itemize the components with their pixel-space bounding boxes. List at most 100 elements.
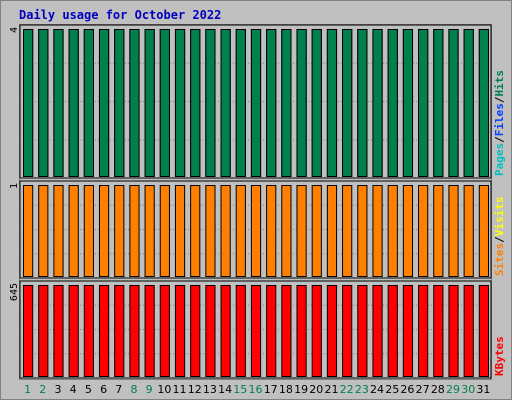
top-bar-hits-day-26	[402, 29, 414, 177]
middle-bar-sites-day-14	[220, 185, 231, 277]
top-bar-hits-day-12	[190, 29, 201, 177]
bottom-bar-kbytes-day-30	[463, 285, 474, 377]
middle-bar-sites-day-5	[83, 185, 94, 277]
x-tick-label-day-23: 23	[355, 383, 369, 396]
bottom-bar-kbytes-day-13	[205, 285, 216, 377]
middle-bar-sites-day-31	[478, 185, 490, 277]
x-tick-label-day-25: 25	[385, 383, 399, 396]
bottom-bar-kbytes-day-16	[250, 285, 262, 377]
x-tick-label-day-30: 30	[461, 383, 475, 396]
top-bar-hits-day-10	[159, 29, 170, 177]
top-bar-hits-day-21	[326, 29, 338, 177]
middle-bar-sites-day-10	[159, 185, 170, 277]
bottom-bar-kbytes-day-9	[144, 285, 155, 377]
top-bar-hits-day-31	[478, 29, 490, 177]
bottom-bar-kbytes-day-29	[448, 285, 459, 377]
chart-title: Daily usage for October 2022	[19, 8, 222, 22]
x-tick-label-day-4: 4	[70, 383, 77, 396]
x-tick-label-day-13: 13	[203, 383, 217, 396]
top-bar-hits-day-1	[23, 29, 34, 177]
middle-bar-sites-day-7	[114, 185, 125, 277]
x-tick-label-day-6: 6	[100, 383, 107, 396]
bottom-bar-kbytes-day-26	[402, 285, 414, 377]
x-tick-label-day-3: 3	[54, 383, 61, 396]
bottom-bar-kbytes-day-23	[357, 285, 368, 377]
bottom-bar-kbytes-day-28	[433, 285, 444, 377]
top-bar-hits-day-29	[448, 29, 459, 177]
x-tick-label-day-17: 17	[264, 383, 278, 396]
bottom-bar-kbytes-day-10	[159, 285, 170, 377]
ymax-label-top: 4	[9, 27, 20, 33]
middle-bar-sites-day-30	[463, 185, 474, 277]
x-tick-label-day-18: 18	[279, 383, 293, 396]
x-tick-label-day-14: 14	[218, 383, 232, 396]
middle-bar-sites-day-21	[326, 185, 338, 277]
x-tick-label-day-27: 27	[416, 383, 430, 396]
top-bar-hits-day-9	[144, 29, 155, 177]
x-tick-label-day-24: 24	[370, 383, 384, 396]
bottom-bar-kbytes-day-3	[53, 285, 64, 377]
bottom-bar-kbytes-day-20	[311, 285, 322, 377]
legend-item-separator: /	[493, 236, 506, 243]
top-bar-hits-day-17	[266, 29, 277, 177]
bottom-bar-kbytes-day-27	[418, 285, 429, 377]
x-tick-label-day-2: 2	[39, 383, 46, 396]
top-bar-hits-day-28	[433, 29, 444, 177]
legend-item-separator: /	[493, 96, 506, 103]
x-tick-label-day-7: 7	[115, 383, 122, 396]
ymax-label-bottom: 645	[9, 283, 20, 301]
x-tick-label-day-9: 9	[146, 383, 153, 396]
x-tick-label-day-10: 10	[157, 383, 171, 396]
top-bar-hits-day-30	[463, 29, 474, 177]
x-tick-label-day-16: 16	[249, 383, 263, 396]
bottom-bar-kbytes-day-21	[326, 285, 338, 377]
top-bar-hits-day-11	[174, 29, 186, 177]
top-bar-hits-day-24	[372, 29, 383, 177]
top-bar-hits-day-2	[38, 29, 49, 177]
bottom-bar-kbytes-day-1	[23, 285, 34, 377]
bottom-bar-kbytes-day-24	[372, 285, 383, 377]
top-bar-hits-day-18	[281, 29, 292, 177]
bottom-bar-kbytes-day-22	[342, 285, 353, 377]
bottom-bar-kbytes-day-17	[266, 285, 277, 377]
legend-top: Pages/Files/Hits	[493, 70, 506, 176]
middle-bar-sites-day-17	[266, 185, 277, 277]
middle-bar-sites-day-12	[190, 185, 201, 277]
middle-bar-sites-day-20	[311, 185, 322, 277]
middle-bar-sites-day-1	[23, 185, 34, 277]
legend-item-separator: /	[493, 136, 506, 143]
bottom-bar-kbytes-day-31	[478, 285, 490, 377]
middle-bar-sites-day-22	[342, 185, 353, 277]
middle-bar-sites-day-23	[357, 185, 368, 277]
bottom-bar-kbytes-day-15	[235, 285, 246, 377]
top-bar-hits-day-16	[250, 29, 262, 177]
bottom-bar-kbytes-day-19	[296, 285, 307, 377]
middle-bar-sites-day-19	[296, 185, 307, 277]
middle-bar-sites-day-29	[448, 185, 459, 277]
middle-bar-sites-day-25	[387, 185, 398, 277]
bottom-bar-kbytes-day-4	[68, 285, 79, 377]
top-bar-hits-day-5	[83, 29, 94, 177]
middle-bar-sites-day-8	[129, 185, 140, 277]
legend-item-pages: Pages	[493, 143, 506, 176]
top-bar-hits-day-8	[129, 29, 140, 177]
top-bar-hits-day-27	[418, 29, 429, 177]
middle-bar-sites-day-13	[205, 185, 216, 277]
bottom-bar-kbytes-day-2	[38, 285, 49, 377]
legend-item-visits: Visits	[493, 197, 506, 237]
middle-bar-sites-day-4	[68, 185, 79, 277]
bottom-bar-kbytes-day-5	[83, 285, 94, 377]
x-tick-label-day-22: 22	[340, 383, 354, 396]
x-tick-label-day-5: 5	[85, 383, 92, 396]
x-tick-label-day-12: 12	[188, 383, 202, 396]
top-bar-hits-day-19	[296, 29, 307, 177]
top-bar-hits-day-20	[311, 29, 322, 177]
top-bar-hits-day-13	[205, 29, 216, 177]
middle-bar-sites-day-27	[418, 185, 429, 277]
x-tick-label-day-20: 20	[309, 383, 323, 396]
x-tick-label-day-28: 28	[431, 383, 445, 396]
top-bar-hits-day-15	[235, 29, 246, 177]
top-bar-hits-day-22	[342, 29, 353, 177]
legend-bottom: KBytes	[493, 336, 506, 376]
middle-bar-sites-day-11	[174, 185, 186, 277]
